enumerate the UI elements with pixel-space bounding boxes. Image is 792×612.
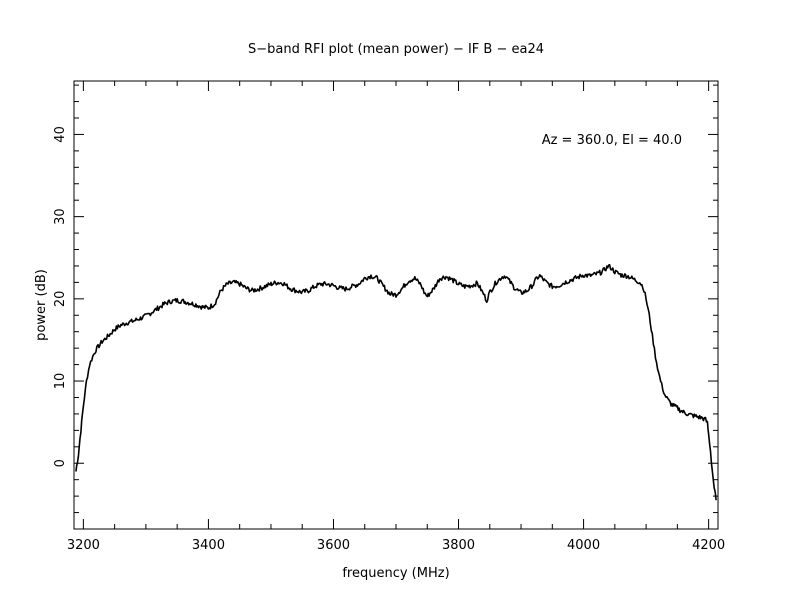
y-tick-label: 0	[53, 459, 68, 467]
x-tick-label: 3200	[67, 538, 100, 553]
x-tick-label: 4200	[692, 538, 725, 553]
y-tick-label: 30	[53, 208, 68, 225]
pointing-annotation: Az = 360.0, El = 40.0	[542, 133, 682, 148]
y-tick-label: 10	[53, 373, 68, 390]
x-axis-label: frequency (MHz)	[342, 566, 449, 581]
x-tick-label: 3400	[192, 538, 225, 553]
axis-ticks	[74, 81, 718, 530]
axis-tick-labels: 3200 3400 3600 3800 4000 4200 0 10 20 30 40	[53, 126, 725, 553]
chart-title: S−band RFI plot (mean power) − IF B − ea…	[248, 42, 544, 57]
y-axis-label: power (dB)	[34, 269, 49, 341]
x-tick-label: 4000	[567, 538, 600, 553]
x-tick-label: 3800	[442, 538, 475, 553]
y-tick-label: 40	[53, 126, 68, 143]
y-tick-label: 20	[53, 291, 68, 308]
x-tick-label: 3600	[317, 538, 350, 553]
series-line	[75, 263, 717, 501]
